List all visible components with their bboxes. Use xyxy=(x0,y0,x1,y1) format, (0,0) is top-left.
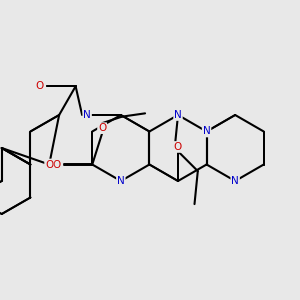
Text: N: N xyxy=(231,176,239,186)
Text: O: O xyxy=(174,142,182,152)
Text: N: N xyxy=(117,176,125,186)
Text: N: N xyxy=(174,110,182,120)
Text: N: N xyxy=(203,127,211,136)
Text: O: O xyxy=(52,160,61,170)
Text: O: O xyxy=(98,123,106,133)
Text: O: O xyxy=(36,81,44,91)
Text: O: O xyxy=(45,160,53,170)
Text: N: N xyxy=(83,110,91,120)
